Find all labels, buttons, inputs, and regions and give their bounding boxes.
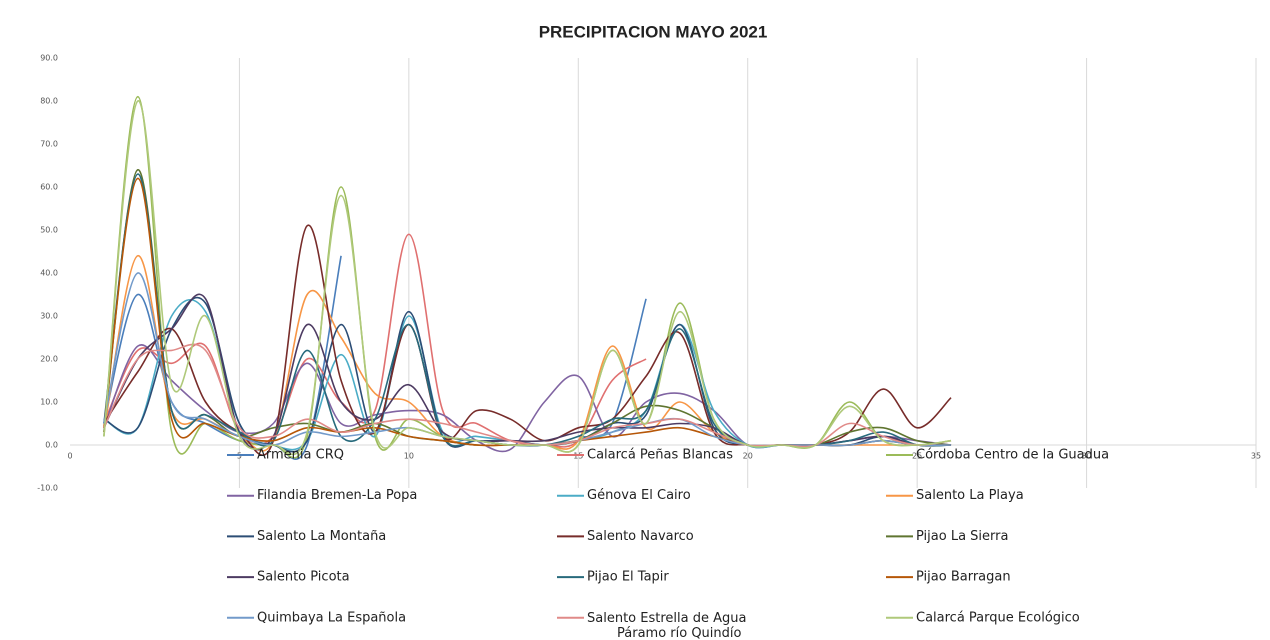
legend-label: Córdoba Centro de la Guadua <box>916 448 1109 463</box>
legend-label: Salento Estrella de Agua Páramo río Quin… <box>587 610 751 640</box>
x-tick-label: 30 <box>1081 452 1091 461</box>
legend-label-line: Salento Estrella de Agua <box>587 610 751 625</box>
legend-label: Filandia Bremen-La Popa <box>257 488 417 503</box>
y-tick-label: 50.0 <box>40 226 58 235</box>
y-tick-label: 60.0 <box>40 183 58 192</box>
series-line <box>103 100 952 456</box>
legend-label: Pijao La Sierra <box>916 529 1008 544</box>
legend-label: Armenia CRQ <box>257 448 344 463</box>
series-line <box>103 224 952 457</box>
y-tick-label: 90.0 <box>40 54 58 63</box>
y-tick-label: 40.0 <box>40 269 58 278</box>
legend-label-line: Páramo río Quindío <box>617 625 742 640</box>
series-line <box>103 272 952 447</box>
y-tick-label: 30.0 <box>40 312 58 321</box>
y-tick-label: 0.0 <box>45 441 58 450</box>
series-line <box>103 343 952 448</box>
y-tick-label: -10.0 <box>37 484 58 493</box>
x-tick-label: 25 <box>912 452 922 461</box>
legend-label: Salento Picota <box>257 570 350 585</box>
legend-label: Génova El Cairo <box>587 488 691 503</box>
y-tick-label: 10.0 <box>40 398 58 407</box>
y-tick-label: 20.0 <box>40 355 58 364</box>
legend-label: Salento La Playa <box>916 488 1024 503</box>
legend-label: Pijao El Tapir <box>587 570 669 585</box>
y-tick-label: 80.0 <box>40 97 58 106</box>
x-tick-label: 35 <box>1251 452 1261 461</box>
series-line <box>103 254 952 452</box>
chart-title: PRECIPITACION MAYO 2021 <box>539 22 768 41</box>
legend-label: Salento Navarco <box>587 529 694 544</box>
x-tick-label: 10 <box>404 452 414 461</box>
legend-label: Quimbaya La Española <box>257 610 406 625</box>
legend-label: Calarcá Peñas Blancas <box>587 448 733 463</box>
legend-label: Calarcá Parque Ecológico <box>916 610 1080 625</box>
x-tick-label: 0 <box>67 452 72 461</box>
legend-label: Pijao Barragan <box>916 570 1011 585</box>
y-tick-label: 70.0 <box>40 140 58 149</box>
legend-label: Salento La Montaña <box>257 529 386 544</box>
x-tick-label: 20 <box>743 452 753 461</box>
